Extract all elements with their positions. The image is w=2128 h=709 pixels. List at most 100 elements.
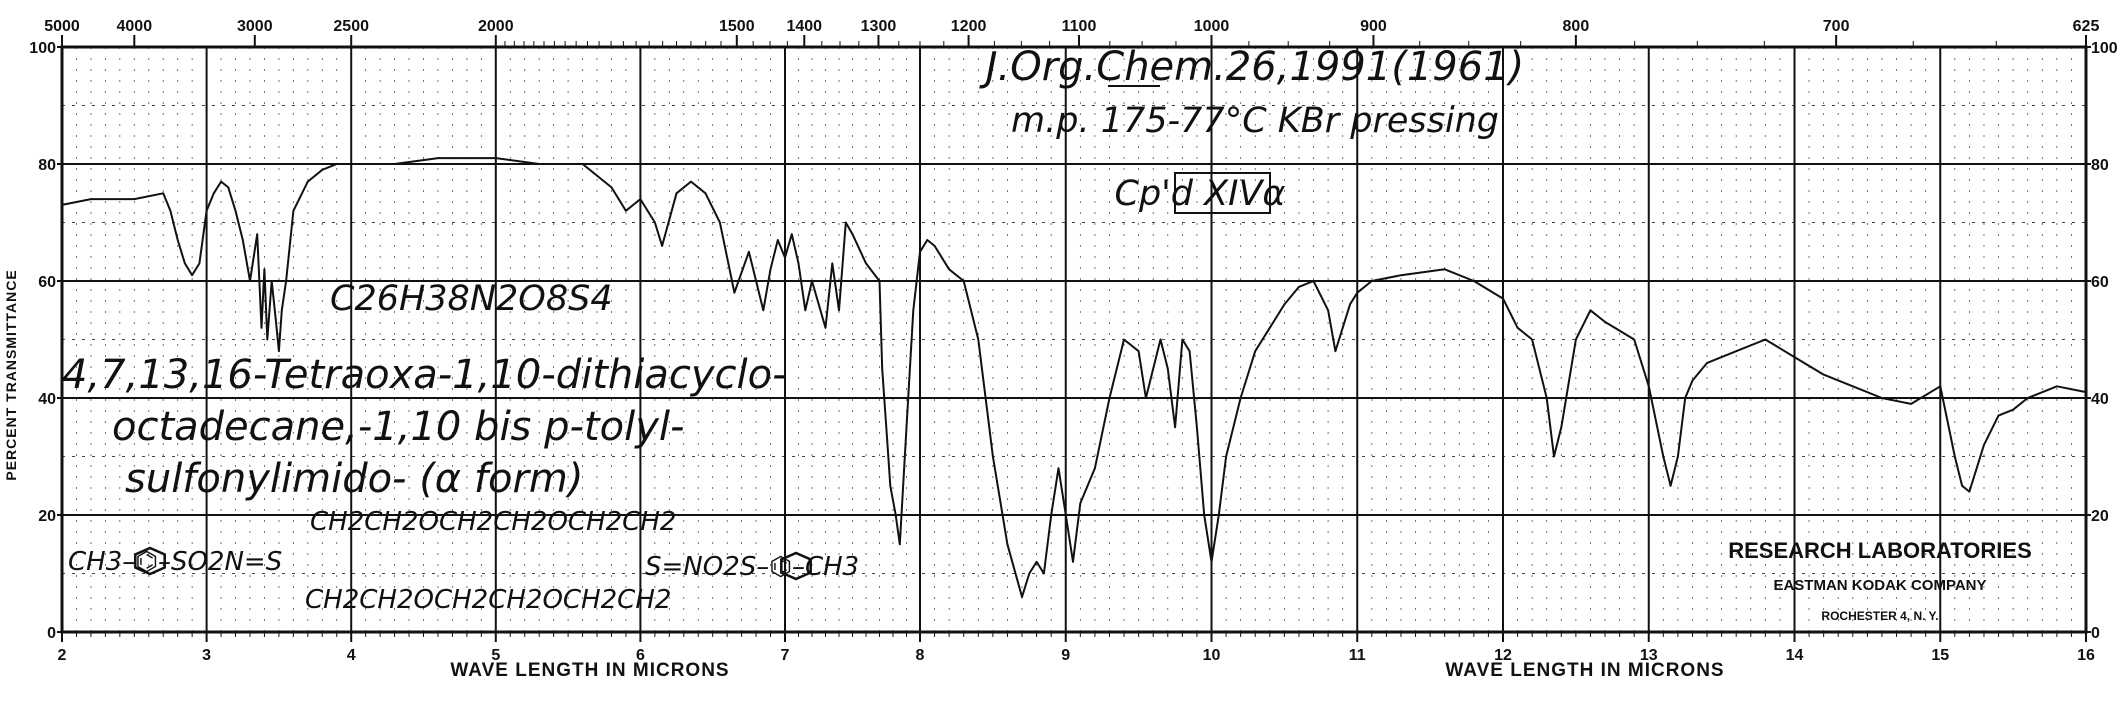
structure-bottom-chain: CH2CH2OCH2CH2OCH2CH2 <box>305 585 671 615</box>
data-point <box>176 239 179 241</box>
data-point <box>1669 485 1672 487</box>
data-point <box>162 192 164 195</box>
lab-name: RESEARCH LABORATORIES <box>1728 538 2032 563</box>
data-point <box>811 280 813 282</box>
data-point <box>538 163 540 165</box>
data-point <box>1822 373 1825 376</box>
data-point <box>1210 561 1213 563</box>
data-point <box>926 239 929 241</box>
data-point <box>1035 561 1038 563</box>
x-tick-label: 9 <box>1061 647 1070 664</box>
data-point <box>733 291 736 294</box>
data-point <box>1939 385 1942 388</box>
compound-name-line-2: octadecane,-1,10 bis p-tolyl- <box>112 404 684 450</box>
data-point <box>234 210 237 212</box>
data-point <box>1662 455 1665 458</box>
compound-code-box <box>1174 172 1271 214</box>
data-point <box>1167 368 1169 370</box>
data-point <box>1983 444 1985 446</box>
data-point <box>205 210 208 212</box>
data-point <box>625 210 627 212</box>
data-point <box>912 309 915 312</box>
wavenumber-label: 1400 <box>786 18 822 35</box>
data-point <box>1123 338 1125 341</box>
data-point <box>881 368 883 370</box>
data-point <box>2012 408 2014 411</box>
data-point <box>889 485 892 487</box>
data-point <box>198 262 201 265</box>
x-tick-label: 3 <box>202 647 211 664</box>
structure-top-chain: CH2CH2OCH2CH2OCH2CH2 <box>310 507 676 537</box>
structure-left: CH3–⌬–SO2N=S <box>68 547 282 577</box>
data-point <box>1575 338 1577 341</box>
data-point <box>1174 426 1176 429</box>
data-point <box>2085 391 2087 393</box>
x-axis-title-left: WAVE LENGTH IN MICRONS <box>450 660 729 681</box>
lab-city: ROCHESTER 4, N. Y. <box>1821 609 1938 623</box>
y-tick-label-left: 0 <box>47 625 56 642</box>
axes-layer <box>57 35 2091 642</box>
data-point <box>831 262 834 265</box>
data-point <box>213 192 215 195</box>
data-point <box>1881 397 1883 399</box>
data-point <box>1852 385 1854 388</box>
y-tick-label-left: 40 <box>38 391 56 408</box>
data-point <box>690 180 692 183</box>
wavenumber-label: 800 <box>1563 18 1590 35</box>
data-point <box>1502 297 1504 300</box>
data-point <box>1152 368 1154 370</box>
data-point <box>933 245 936 247</box>
data-point <box>1181 338 1184 341</box>
data-point <box>2056 385 2058 388</box>
data-point <box>1079 502 1082 505</box>
data-point <box>899 543 901 546</box>
data-point <box>220 180 222 183</box>
data-point <box>1793 356 1796 358</box>
data-point <box>704 192 707 195</box>
data-point <box>1283 303 1286 306</box>
data-point <box>838 309 840 312</box>
data-point <box>791 233 793 235</box>
x-tick-label: 2 <box>58 647 67 664</box>
data-point <box>1298 286 1300 288</box>
data-point <box>1691 379 1694 382</box>
data-point <box>61 204 63 206</box>
data-point <box>227 186 230 189</box>
compound-code: Cp'd XIVα <box>1115 174 1286 214</box>
data-point <box>1735 350 1737 353</box>
data-point <box>1239 397 1242 399</box>
y-axis-title: PERCENT TRANSMITTANCE <box>3 269 19 480</box>
data-point <box>90 198 92 200</box>
data-point <box>1356 291 1359 294</box>
data-point <box>1516 327 1519 329</box>
data-point <box>894 514 897 516</box>
data-point <box>437 157 439 159</box>
wavenumber-label: 2000 <box>478 18 514 35</box>
wavenumber-label: 700 <box>1823 18 1850 35</box>
x-tick-label: 15 <box>1931 647 1949 664</box>
data-point <box>1553 455 1555 458</box>
x-tick-label: 8 <box>916 647 925 664</box>
data-point <box>292 210 295 212</box>
data-point <box>878 280 881 282</box>
plot-frame <box>60 45 2088 634</box>
curve-layer <box>61 157 2087 598</box>
data-point <box>1954 455 1956 458</box>
compound-name-line-3: sulfonylimido- (α form) <box>125 456 583 502</box>
data-point <box>1334 350 1337 353</box>
data-point <box>260 327 263 329</box>
data-point <box>1443 268 1446 271</box>
x-axis-title-right: WAVE LENGTH IN MICRONS <box>1445 660 1724 681</box>
data-point <box>1349 303 1351 306</box>
data-point <box>1633 338 1635 341</box>
data-point <box>885 426 888 429</box>
data-point <box>256 233 259 235</box>
data-point <box>275 321 277 323</box>
data-point <box>169 210 172 212</box>
data-point <box>263 268 266 271</box>
data-point <box>133 198 136 200</box>
data-point <box>1684 397 1686 399</box>
wavenumber-label: 1000 <box>1194 18 1230 35</box>
